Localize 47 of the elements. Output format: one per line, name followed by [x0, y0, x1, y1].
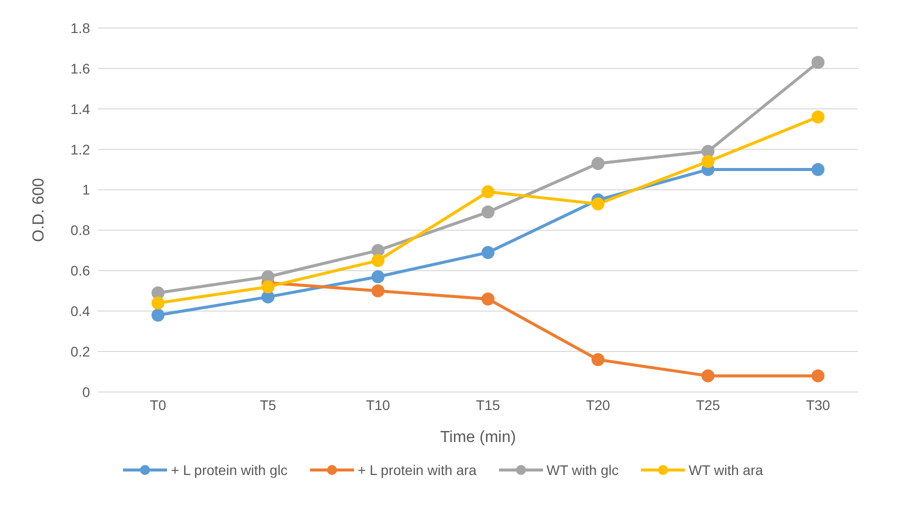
- point: [812, 56, 824, 69]
- point: [372, 254, 384, 268]
- point: [812, 110, 824, 124]
- x-tick-label: T10: [366, 396, 390, 413]
- point: [262, 270, 274, 284]
- x-tick-label: T5: [260, 396, 276, 413]
- point: [702, 369, 714, 382]
- y-tick-label: 1: [82, 182, 90, 198]
- x-tick-label: T30: [806, 396, 830, 413]
- y-tick-label: 1.6: [70, 60, 90, 76]
- point: [152, 296, 164, 310]
- y-tick-label: 0.6: [70, 262, 90, 279]
- y-tick-label: 0.4: [70, 303, 90, 320]
- y-tick-label: 1.8: [70, 20, 90, 36]
- point: [262, 290, 274, 304]
- legend-label: + L protein with ara: [358, 462, 477, 478]
- point: [372, 270, 384, 284]
- point: [482, 246, 494, 259]
- point: [152, 308, 164, 322]
- y-tick-label: 1.4: [70, 100, 90, 117]
- y-tick-label: 0: [82, 384, 90, 400]
- legend-label: + L protein with glc: [170, 462, 288, 478]
- x-tick-label: T25: [696, 396, 720, 413]
- point: [812, 163, 824, 176]
- point: [262, 280, 274, 294]
- point: [702, 144, 714, 158]
- y-axis-title: O.D. 600: [30, 178, 48, 242]
- y-tick-label: 1.2: [70, 141, 90, 158]
- point: [592, 156, 604, 170]
- point: [482, 206, 494, 219]
- point: [372, 284, 384, 298]
- point: [702, 154, 714, 168]
- x-axis-title: Time (min): [440, 429, 516, 446]
- point: [812, 369, 824, 382]
- y-tick-label: 0.8: [70, 222, 90, 238]
- legend-label: WT with ara: [688, 462, 764, 478]
- point: [592, 197, 604, 210]
- point: [372, 244, 384, 257]
- x-tick-label: T0: [150, 396, 166, 413]
- point: [482, 185, 494, 198]
- x-tick-label: T15: [476, 396, 500, 413]
- y-tick-label: 0.2: [70, 344, 90, 360]
- point: [592, 353, 604, 366]
- point: [152, 286, 164, 300]
- x-tick-label: T20: [586, 396, 610, 413]
- point: [482, 292, 494, 306]
- legend-label: WT with glc: [546, 462, 619, 478]
